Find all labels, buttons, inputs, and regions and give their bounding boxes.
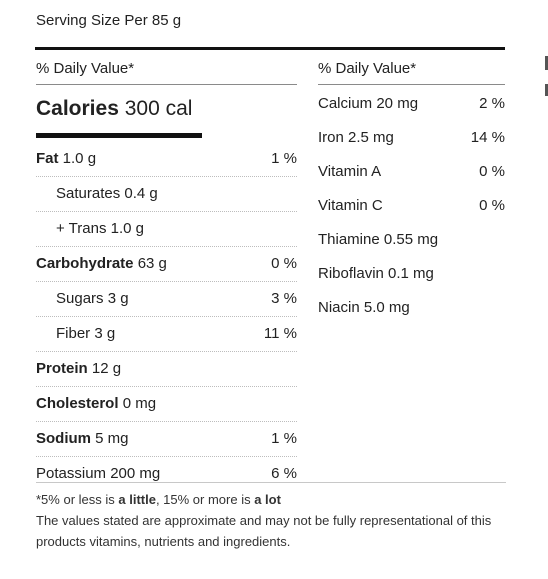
vitamin-list: Calcium 20 mg 2 % Iron 2.5 mg 14 % Vitamin A… xyxy=(318,87,505,325)
nutrient-name: Potassium 200 mg xyxy=(36,465,161,482)
nutrient-amount: 1.0 g xyxy=(62,150,97,167)
nutrient-daily-value: 1 % xyxy=(271,150,297,167)
nutrient-label: Potassium 200 mg xyxy=(36,457,160,491)
nutrient-name: Sodium xyxy=(36,430,91,447)
edge-fragment xyxy=(545,84,548,96)
nutrition-left-column: % Daily Value* Calories 300 cal Fat 1.0 … xyxy=(36,50,297,491)
footnote-text-a: *5% or less is xyxy=(36,492,119,507)
daily-value-header: % Daily Value* xyxy=(36,50,297,85)
daily-value-header-right: % Daily Value* xyxy=(318,50,505,85)
vitamin-name: Thiamine 0.55 mg xyxy=(318,231,439,248)
vitamin-daily-value: 0 % xyxy=(479,197,505,214)
nutrient-name: Carbohydrate xyxy=(36,255,134,272)
nutrient-row: Protein 12 g xyxy=(36,352,297,387)
nutrient-daily-value: 0 % xyxy=(271,255,297,272)
nutrient-amount: 12 g xyxy=(91,360,122,377)
top-divider xyxy=(35,47,505,50)
footnote-text-c: , 15% or more is xyxy=(155,492,255,507)
vitamin-name: Niacin 5.0 mg xyxy=(318,299,410,316)
vitamin-name: Riboflavin 0.1 mg xyxy=(318,265,434,282)
calories-label: Calories xyxy=(36,97,119,120)
vitamin-row: Calcium 20 mg 2 % xyxy=(318,87,505,121)
nutrient-row: Cholesterol 0 mg xyxy=(36,387,297,422)
nutrient-daily-value: 3 % xyxy=(271,290,297,307)
nutrient-label: Saturates 0.4 g xyxy=(36,177,158,211)
nutrient-name: Sugars 3 g xyxy=(56,290,129,307)
vitamin-row: Thiamine 0.55 mg xyxy=(318,223,505,257)
vitamin-row: Riboflavin 0.1 mg xyxy=(318,257,505,291)
nutrient-row: Saturates 0.4 g xyxy=(36,177,297,212)
nutrient-row: Fat 1.0 g 1 % xyxy=(36,142,297,177)
footnote-text-b: a little xyxy=(118,492,156,507)
nutrient-label: Fat 1.0 g xyxy=(36,142,96,176)
calories-value: 300 cal xyxy=(124,97,193,120)
nutrient-name: Saturates 0.4 g xyxy=(56,185,158,202)
vitamin-row: Vitamin A 0 % xyxy=(318,155,505,189)
nutrient-amount: 63 g xyxy=(137,255,167,272)
nutrient-daily-value: 1 % xyxy=(271,430,297,447)
nutrient-label: Sodium 5 mg xyxy=(36,422,129,456)
nutrient-row: Fiber 3 g 11 % xyxy=(36,317,297,352)
edge-fragment xyxy=(545,56,548,70)
nutrient-amount: 5 mg xyxy=(95,430,129,447)
nutrient-list: Fat 1.0 g 1 % Saturates 0.4 g + Trans 1.0 g… xyxy=(36,142,297,491)
nutrient-name: + Trans 1.0 g xyxy=(56,220,144,237)
vitamin-name: Vitamin C xyxy=(318,197,383,214)
vitamin-row: Niacin 5.0 mg xyxy=(318,291,505,325)
vitamin-row: Vitamin C 0 % xyxy=(318,189,505,223)
nutrient-label: Protein 12 g xyxy=(36,352,121,386)
vitamin-daily-value: 0 % xyxy=(479,163,505,180)
nutrient-label: Carbohydrate 63 g xyxy=(36,247,167,281)
vitamin-name: Iron 2.5 mg xyxy=(318,129,394,146)
nutrient-amount: 0 mg xyxy=(122,395,157,412)
nutrient-row: Sugars 3 g 3 % xyxy=(36,282,297,317)
nutrient-row: Carbohydrate 63 g 0 % xyxy=(36,247,297,282)
nutrient-row: + Trans 1.0 g xyxy=(36,212,297,247)
nutrition-right-column: % Daily Value* Calcium 20 mg 2 % Iron 2.5 … xyxy=(318,50,505,325)
footnote-text-d: a lot xyxy=(254,492,281,507)
vitamin-name: Vitamin A xyxy=(318,163,382,180)
nutrient-name: Protein xyxy=(36,360,88,377)
nutrient-label: Fiber 3 g xyxy=(36,317,115,351)
nutrient-name: Fat xyxy=(36,150,59,167)
disclaimer: The values stated are approximate and ma… xyxy=(36,513,492,549)
calories-divider xyxy=(36,133,202,138)
nutrient-name: Fiber 3 g xyxy=(56,325,116,342)
vitamin-row: Iron 2.5 mg 14 % xyxy=(318,121,505,155)
vitamin-daily-value: 2 % xyxy=(479,95,505,112)
nutrient-daily-value: 11 % xyxy=(263,325,297,342)
nutrient-daily-value: 6 % xyxy=(271,465,297,482)
nutrient-row: Sodium 5 mg 1 % xyxy=(36,422,297,457)
footnote: *5% or less is a little, 15% or more is … xyxy=(36,482,506,552)
nutrient-label: + Trans 1.0 g xyxy=(36,212,144,246)
calories-row: Calories 300 cal xyxy=(36,85,297,127)
nutrient-label: Sugars 3 g xyxy=(36,282,129,316)
nutrient-label: Cholesterol 0 mg xyxy=(36,387,156,421)
nutrient-name: Cholesterol xyxy=(36,395,119,412)
nutrient-row: Potassium 200 mg 6 % xyxy=(36,457,297,491)
footnote-line-1: *5% or less is a little, 15% or more is … xyxy=(36,489,506,510)
vitamin-name: Calcium 20 mg xyxy=(318,95,419,112)
vitamin-daily-value: 14 % xyxy=(470,129,505,146)
serving-size: Serving Size Per 85 g xyxy=(36,12,182,29)
